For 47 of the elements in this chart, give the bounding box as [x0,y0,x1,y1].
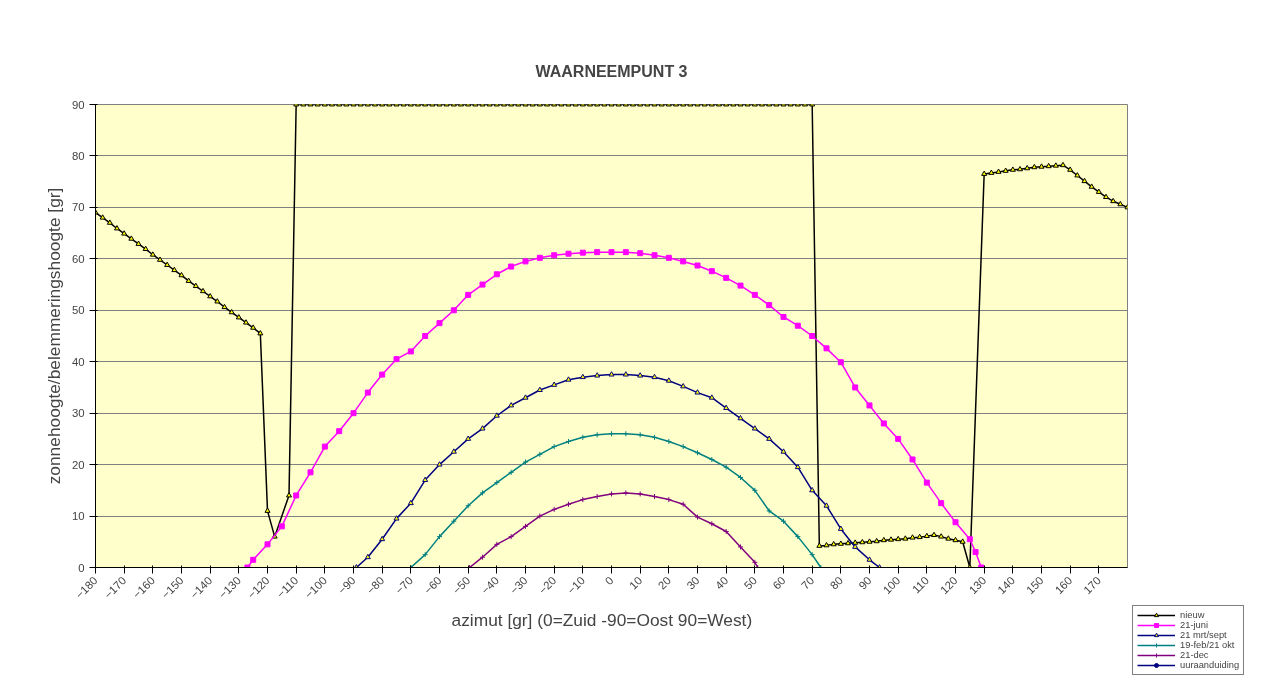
x-tick-label: 60 [770,574,788,592]
y-tick-label: 0 [78,561,85,574]
y-tick-label: 60 [71,252,85,265]
x-tick-label: 40 [713,574,731,592]
y-tick-label: 80 [71,149,85,162]
x-tick-label: −90 [335,574,358,597]
y-tick-label: 30 [71,407,85,420]
y-tick-label: 10 [71,510,85,523]
legend-label: 21 mrt/sept [1180,630,1227,640]
chart-title: WAARNEEMPUNT 3 [535,62,688,80]
x-tick-label: 160 [1052,574,1075,597]
x-tick-label: 110 [909,574,932,596]
x-tick-label: 120 [937,574,960,597]
x-tick-label: 80 [827,574,846,592]
x-tick-label: 70 [799,574,817,592]
x-tick-label: 150 [1023,574,1046,597]
x-tick-label: −10 [565,574,588,597]
x-tick-label: −80 [364,574,387,597]
x-tick-label: 100 [880,574,903,597]
x-tick-label: 140 [995,574,1018,597]
x-tick-label: 10 [627,574,645,592]
y-axis-title: zonnehoogte/belemmeringshoogte [gr] [43,187,64,485]
legend-label: nieuw [1180,610,1205,620]
legend-label: 21-dec [1180,650,1209,660]
y-tick-label: 90 [71,98,85,111]
x-tick-label: 30 [684,574,702,592]
x-tick-label: −70 [393,574,416,597]
y-tick-label: 70 [71,201,85,214]
x-tick-label: 50 [741,574,760,592]
x-tick-label: −30 [507,574,530,597]
x-tick-label: −50 [450,574,473,597]
x-tick-label: 130 [966,574,989,597]
legend-label: uuraanduiding [1180,660,1240,670]
x-tick-label: −60 [421,574,444,597]
x-tick-label: 90 [856,574,874,592]
y-tick-label: 50 [71,304,85,317]
x-tick-label: 0 [602,574,616,588]
y-tick-label: 40 [71,355,85,368]
x-tick-label: −20 [536,574,559,597]
legend-label: 19-feb/21 okt [1180,640,1235,650]
x-tick-label: 20 [655,574,674,592]
legend-label: 21-juni [1180,620,1209,630]
x-tick-label: −110 [274,574,301,601]
x-axis-title: azimut [gr] (0=Zuid -90=Oost 90=West) [451,610,753,631]
x-tick-label: −40 [479,574,502,597]
x-tick-label: 170 [1081,574,1104,597]
y-tick-label: 20 [71,458,85,471]
